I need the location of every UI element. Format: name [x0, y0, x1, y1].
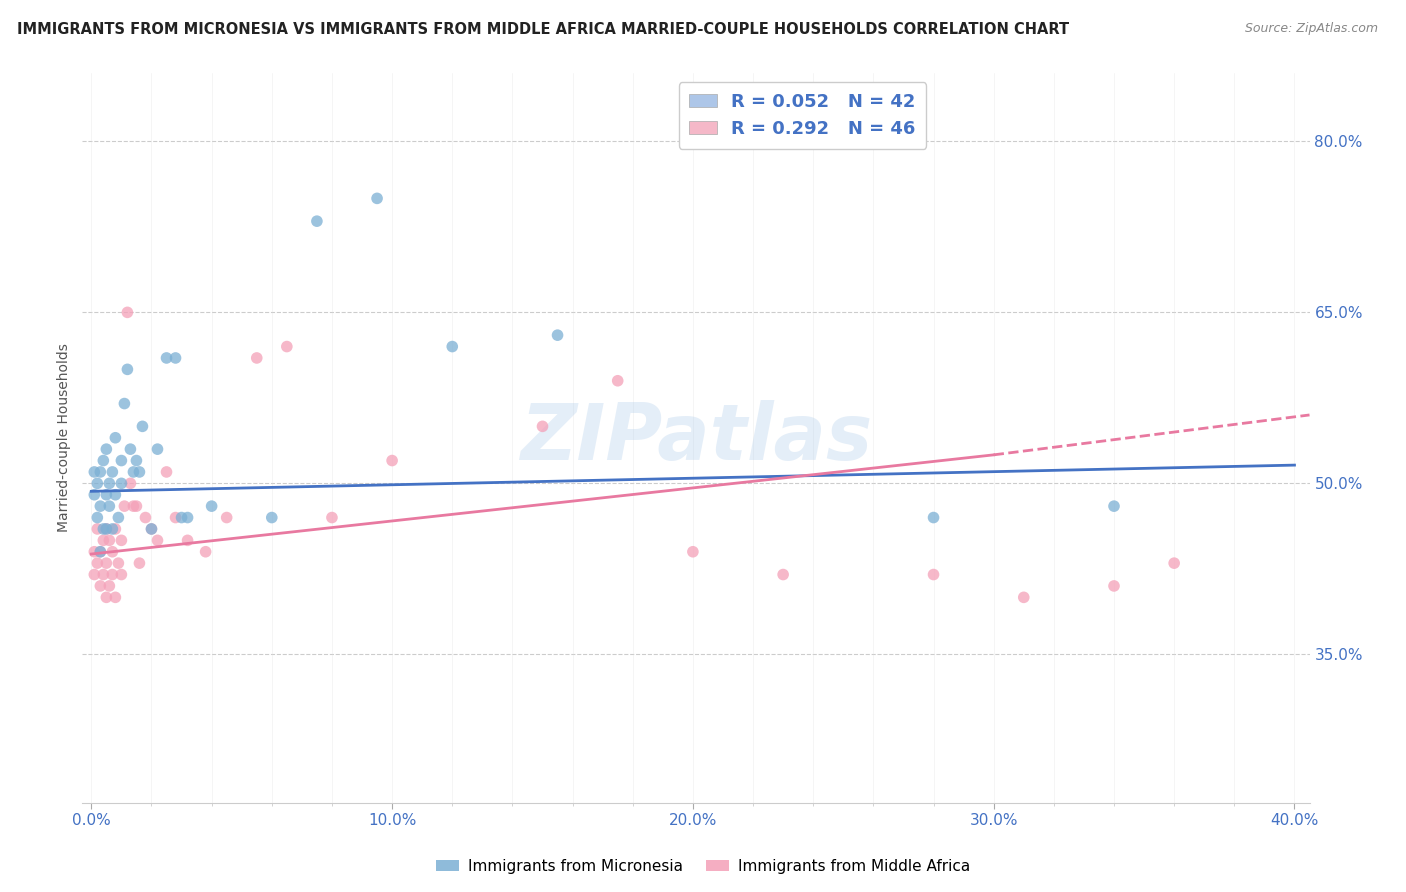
Point [922, 567, 945, 582]
Text: Source: ZipAtlas.com: Source: ZipAtlas.com [1244, 22, 1378, 36]
Point [101, 567, 124, 582]
Point [110, 533, 132, 548]
Point [83, 488, 105, 502]
Point [104, 488, 127, 502]
Point [131, 419, 153, 434]
Text: IMMIGRANTS FROM MICRONESIA VS IMMIGRANTS FROM MIDDLE AFRICA MARRIED-COUPLE HOUSE: IMMIGRANTS FROM MICRONESIA VS IMMIGRANTS… [17, 22, 1069, 37]
Point [107, 510, 129, 524]
Point [366, 191, 388, 205]
Y-axis label: Married-couple Households: Married-couple Households [58, 343, 72, 533]
Point [531, 419, 554, 434]
Point [101, 465, 124, 479]
Point [141, 522, 163, 536]
Point [117, 305, 139, 319]
Point [101, 522, 124, 536]
Point [1012, 591, 1035, 605]
Point [141, 522, 163, 536]
Legend: Immigrants from Micronesia, Immigrants from Middle Africa: Immigrants from Micronesia, Immigrants f… [430, 853, 976, 880]
Point [98, 579, 121, 593]
Point [120, 476, 142, 491]
Point [1102, 579, 1125, 593]
Point [122, 465, 145, 479]
Point [146, 533, 169, 548]
Point [122, 499, 145, 513]
Point [93, 522, 115, 536]
Point [83, 545, 105, 559]
Point [89, 465, 111, 479]
Point [170, 510, 193, 524]
Point [96, 556, 118, 570]
Point [201, 499, 224, 513]
Point [128, 465, 150, 479]
Point [83, 465, 105, 479]
Point [110, 453, 132, 467]
Point [134, 510, 156, 524]
Point [89, 545, 111, 559]
Legend: R = 0.052   N = 42, R = 0.292   N = 46: R = 0.052 N = 42, R = 0.292 N = 46 [679, 82, 927, 149]
Point [96, 442, 118, 457]
Point [165, 351, 187, 365]
Point [922, 510, 945, 524]
Point [107, 556, 129, 570]
Point [305, 214, 328, 228]
Point [1102, 499, 1125, 513]
Point [98, 476, 121, 491]
Point [547, 328, 569, 343]
Point [215, 510, 238, 524]
Point [93, 533, 115, 548]
Point [381, 453, 404, 467]
Point [89, 499, 111, 513]
Point [155, 465, 177, 479]
Point [128, 556, 150, 570]
Point [86, 522, 108, 536]
Point [104, 431, 127, 445]
Text: ZIPatlas: ZIPatlas [520, 400, 872, 475]
Point [117, 362, 139, 376]
Point [86, 556, 108, 570]
Point [89, 579, 111, 593]
Point [155, 351, 177, 365]
Point [86, 510, 108, 524]
Point [682, 545, 704, 559]
Point [83, 567, 105, 582]
Point [112, 396, 135, 410]
Point [176, 533, 198, 548]
Point [104, 522, 127, 536]
Point [96, 488, 118, 502]
Point [96, 591, 118, 605]
Point [146, 442, 169, 457]
Point [96, 522, 118, 536]
Point [176, 510, 198, 524]
Point [606, 374, 628, 388]
Point [86, 476, 108, 491]
Point [101, 545, 124, 559]
Point [112, 499, 135, 513]
Point [125, 499, 148, 513]
Point [321, 510, 343, 524]
Point [98, 499, 121, 513]
Point [772, 567, 794, 582]
Point [104, 591, 127, 605]
Point [260, 510, 283, 524]
Point [93, 453, 115, 467]
Point [120, 442, 142, 457]
Point [96, 522, 118, 536]
Point [276, 340, 298, 354]
Point [194, 545, 217, 559]
Point [246, 351, 269, 365]
Point [89, 545, 111, 559]
Point [93, 567, 115, 582]
Point [165, 510, 187, 524]
Point [441, 340, 464, 354]
Point [110, 567, 132, 582]
Point [125, 453, 148, 467]
Point [1163, 556, 1185, 570]
Point [98, 533, 121, 548]
Point [110, 476, 132, 491]
